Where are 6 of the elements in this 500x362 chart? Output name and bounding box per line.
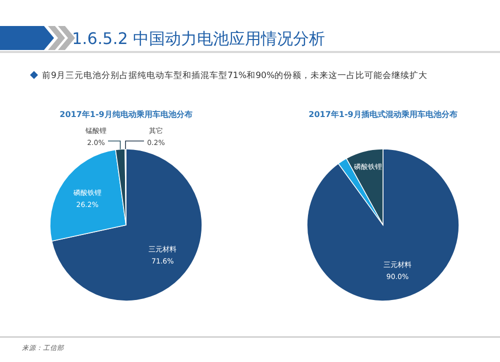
chart-title: 2017年1-9月插电式混动乘用车电池分布 [308, 110, 458, 119]
text: 1.6.5.2 中国动力电池应用情况分析 [72, 29, 326, 48]
pie-slice [306, 148, 460, 302]
pie-slice [51, 148, 202, 302]
chart-title: 2017年1-9月纯电动乘用车电池分布 [60, 110, 192, 119]
text: 前9月三元电池分别占据纯电动车型和插混车型71%和90%的份额，未来这一占比可能会继续扩大 [42, 70, 428, 81]
